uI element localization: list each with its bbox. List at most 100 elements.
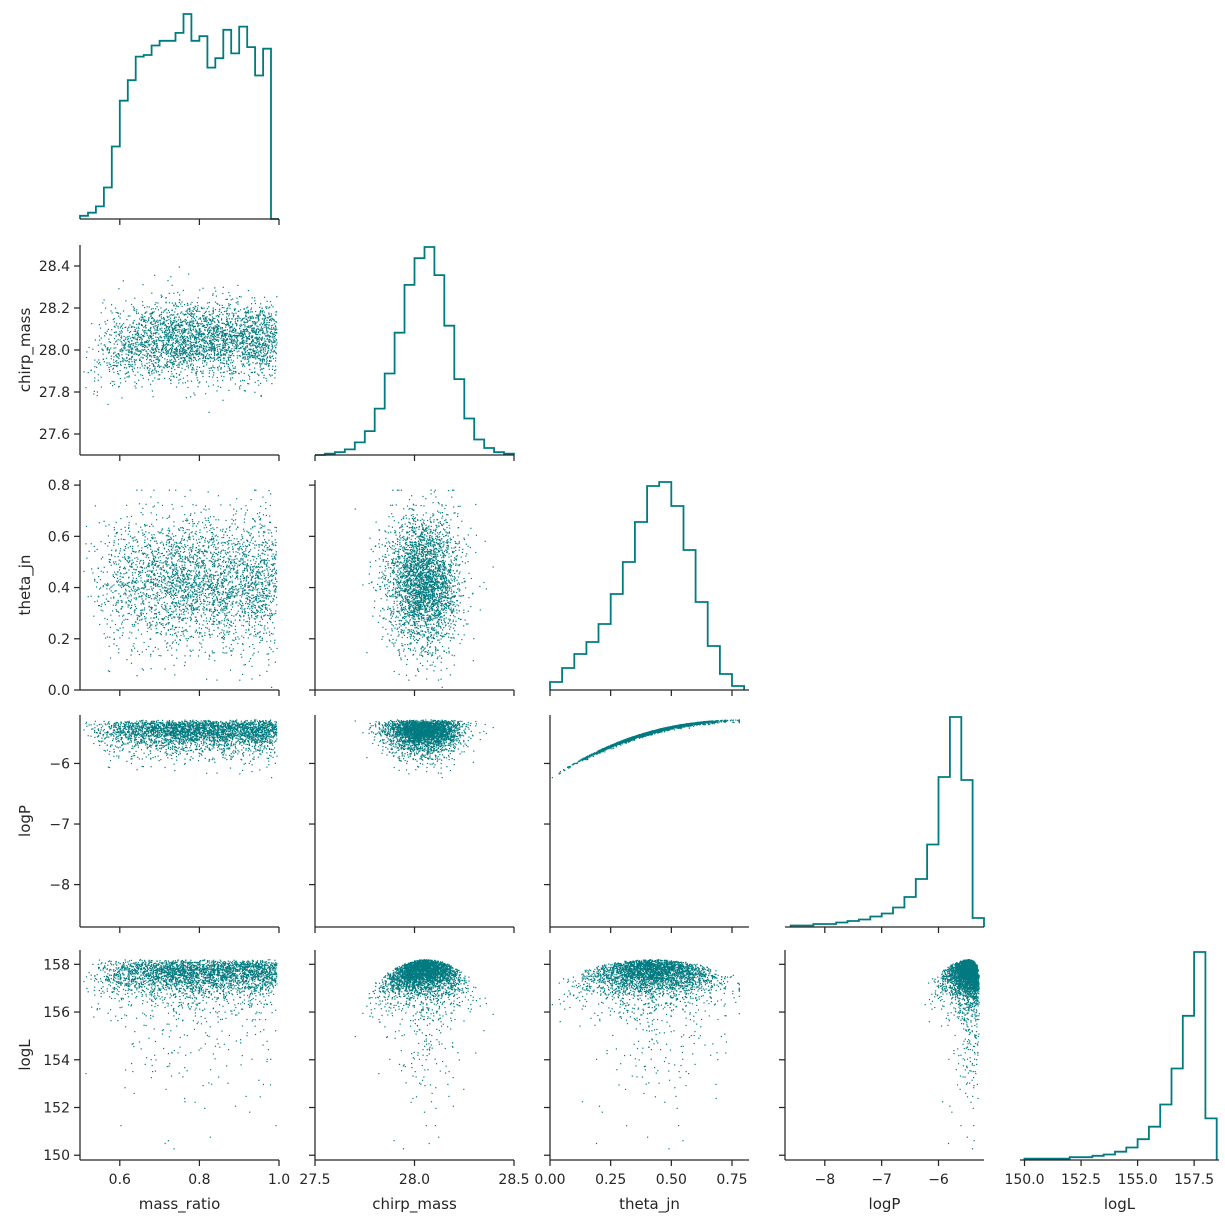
scatter-point (253, 355, 255, 357)
scatter-point (254, 323, 256, 325)
scatter-point (258, 598, 260, 600)
scatter-point (128, 349, 130, 351)
scatter-point (253, 331, 255, 333)
scatter-point (175, 316, 177, 318)
scatter-point (121, 335, 123, 337)
scatter-point (197, 336, 199, 339)
scatter-point (208, 654, 210, 656)
scatter-point (140, 324, 143, 326)
scatter-point (272, 332, 274, 334)
scatter-point (150, 360, 152, 362)
scatter-point (104, 604, 106, 606)
scatter-point (265, 576, 267, 579)
scatter-point (183, 349, 185, 351)
scatter-point (178, 266, 180, 268)
scatter-point (113, 371, 115, 373)
scatter-point (181, 331, 183, 333)
scatter-point (204, 614, 206, 616)
scatter-point (158, 547, 160, 549)
scatter-point (167, 350, 169, 352)
scatter-point (230, 644, 232, 646)
scatter-point (259, 364, 261, 366)
scatter-point (195, 342, 197, 344)
scatter-point (134, 326, 136, 328)
scatter-point (131, 351, 133, 353)
scatter-point (206, 316, 208, 318)
scatter-point (171, 642, 173, 644)
scatter-point (125, 342, 127, 344)
scatter-point (140, 611, 142, 613)
scatter-point (147, 342, 149, 344)
scatter-point (176, 341, 178, 343)
scatter-point (157, 358, 159, 360)
scatter-point (180, 336, 182, 338)
scatter-point (136, 589, 138, 591)
scatter-point (136, 338, 139, 340)
scatter-point (222, 603, 224, 605)
scatter-point (115, 521, 117, 524)
scatter-point (149, 622, 151, 624)
scatter-point (195, 331, 197, 333)
scatter-point (176, 580, 178, 582)
scatter-point (119, 596, 121, 598)
scatter-point (255, 596, 257, 598)
scatter-point (96, 395, 98, 397)
scatter-point (172, 334, 174, 336)
scatter-point (183, 357, 185, 359)
scatter-point (113, 364, 115, 366)
scatter-point (207, 519, 209, 522)
scatter-point (207, 542, 209, 544)
scatter-point (220, 574, 222, 576)
scatter-point (208, 508, 210, 510)
scatter-point (267, 334, 269, 336)
scatter-point (186, 355, 188, 357)
scatter-point (191, 519, 193, 521)
scatter-point (213, 353, 216, 355)
scatter-point (130, 515, 133, 517)
scatter-point (249, 541, 251, 543)
scatter-point (177, 364, 179, 366)
scatter-point (225, 646, 227, 648)
scatter-point (185, 329, 187, 331)
scatter-point (172, 573, 174, 575)
scatter-point (172, 314, 174, 316)
scatter-point (140, 316, 142, 318)
scatter-point (141, 587, 143, 589)
scatter-point (201, 307, 203, 309)
scatter-point (102, 358, 105, 360)
scatter-point (98, 604, 100, 607)
scatter-point (197, 584, 199, 586)
scatter-point (261, 368, 263, 370)
scatter-point (260, 639, 262, 642)
scatter-point (126, 571, 128, 573)
scatter-point (253, 647, 255, 650)
scatter-point (158, 581, 160, 583)
scatter-point (202, 314, 204, 316)
scatter-point (264, 625, 266, 627)
scatter-point (198, 330, 201, 332)
scatter-point (135, 311, 138, 313)
scatter-point (165, 557, 167, 559)
scatter-point (164, 608, 166, 611)
scatter-point (167, 572, 169, 574)
scatter-point (226, 298, 228, 300)
scatter-point (104, 346, 106, 348)
scatter-point (209, 329, 211, 331)
scatter-point (215, 325, 217, 327)
scatter-point (254, 331, 256, 333)
scatter-point (206, 607, 208, 610)
scatter-point (128, 586, 130, 588)
scatter-point (219, 343, 221, 345)
scatter-point (225, 344, 227, 346)
scatter-point (123, 344, 125, 346)
scatter-point (168, 332, 170, 334)
scatter-point (194, 358, 196, 360)
scatter-point (145, 545, 147, 547)
scatter-point (122, 280, 124, 282)
scatter-point (173, 332, 175, 334)
scatter-point (198, 572, 200, 574)
scatter-point (211, 531, 213, 534)
scatter-point (168, 330, 171, 332)
scatter-point (196, 348, 198, 350)
scatter-point (205, 310, 207, 312)
